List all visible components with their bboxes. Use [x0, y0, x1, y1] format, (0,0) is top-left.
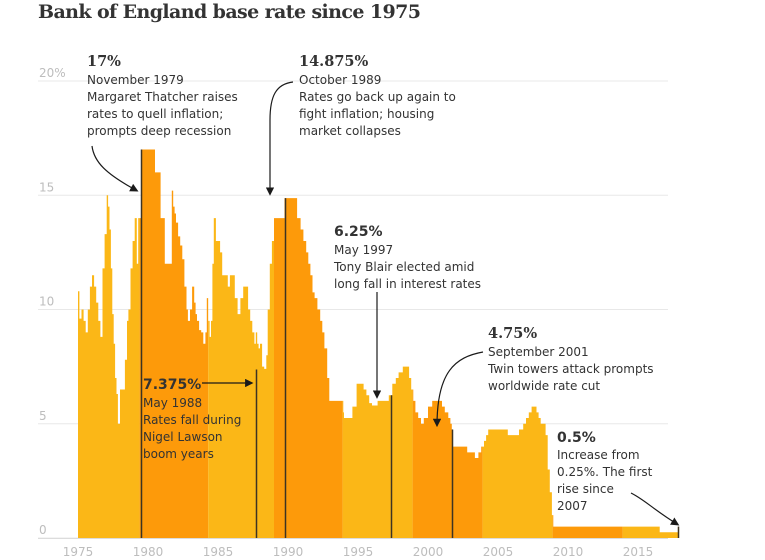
annotation-date: November 1979 [87, 73, 184, 87]
annotation-text: boom years [143, 447, 214, 461]
annotation-2017: 0.5% Increase from 0.25%. The first rise… [557, 429, 652, 515]
annotation-text: 0.25%. The first [557, 465, 653, 479]
annotation-value: 7.375% [143, 377, 202, 393]
annotation-text: fight inflation; housing [299, 107, 435, 121]
annotation-text: market collapses [299, 124, 401, 138]
y-tick-label: 0 [39, 523, 47, 537]
x-tick-label: 1990 [273, 545, 304, 559]
annotation-date: May 1988 [143, 396, 203, 410]
x-tick-label: 2005 [483, 545, 514, 559]
annotation-text: Margaret Thatcher raises [87, 90, 238, 104]
y-tick-label: 15 [39, 180, 54, 194]
era-band [482, 149, 553, 538]
arrow-2017 [630, 492, 680, 526]
annotation-value: 4.75% [488, 325, 538, 342]
annotation-2001: 4.75% September 2001 Twin towers attack … [488, 325, 654, 395]
annotation-arrows [91, 81, 680, 526]
annotation-1979: 17% November 1979 Margaret Thatcher rais… [87, 53, 238, 140]
y-tick-label: 10 [39, 295, 54, 309]
arrow-2001 [432, 351, 484, 428]
annotation-text: Rates fall during [143, 413, 242, 427]
y-tick-label: 5 [39, 409, 47, 423]
y-axis: 0 5 10 15 20% [39, 66, 66, 537]
x-tick-label: 2015 [623, 545, 654, 559]
annotation-text: Twin towers attack prompts [488, 362, 654, 376]
annotation-date: May 1997 [334, 243, 394, 257]
annotation-text: Nigel Lawson [143, 430, 223, 444]
annotation-1988: 7.375% May 1988 Rates fall during Nigel … [143, 376, 241, 463]
annotation-text: rates to quell inflation; [87, 107, 224, 121]
x-axis: 1975 1980 1985 1990 1995 2000 2005 2010 2015 [63, 545, 654, 559]
annotation-text: Tony Blair elected amid [334, 260, 475, 274]
annotation-text: Rates go back up again to [299, 90, 456, 104]
annotation-date: September 2001 [488, 345, 589, 359]
x-tick-label: 2010 [553, 545, 584, 559]
annotation-text: Increase from [557, 448, 640, 462]
annotation-value: 14.875% [299, 53, 369, 70]
arrow-1989 [265, 81, 294, 196]
x-tick-label: 1995 [343, 545, 374, 559]
annotation-1997: 6.25% May 1997 Tony Blair elected amid l… [334, 223, 481, 293]
y-tick-label: 20% [39, 66, 66, 80]
x-tick-label: 2000 [413, 545, 444, 559]
annotation-value: 6.25% [334, 224, 383, 240]
annotation-value: 17% [87, 53, 121, 70]
chart-title: Bank of England base rate since 1975 [38, 1, 421, 23]
annotation-text: 2007 [557, 499, 588, 513]
x-tick-label: 1975 [63, 545, 94, 559]
annotation-text: worldwide rate cut [488, 379, 601, 393]
annotation-text: long fall in interest rates [334, 277, 482, 291]
annotation-text: prompts deep recession [87, 124, 232, 138]
annotation-value: 0.5% [557, 430, 596, 446]
annotation-text: rise since [557, 482, 614, 496]
annotation-1989: 14.875% October 1989 Rates go back up ag… [299, 53, 456, 140]
x-tick-label: 1985 [203, 545, 234, 559]
annotation-date: October 1989 [299, 73, 382, 87]
event-markers [140, 149, 680, 538]
arrow-1979 [91, 145, 139, 192]
x-tick-label: 1980 [133, 545, 164, 559]
